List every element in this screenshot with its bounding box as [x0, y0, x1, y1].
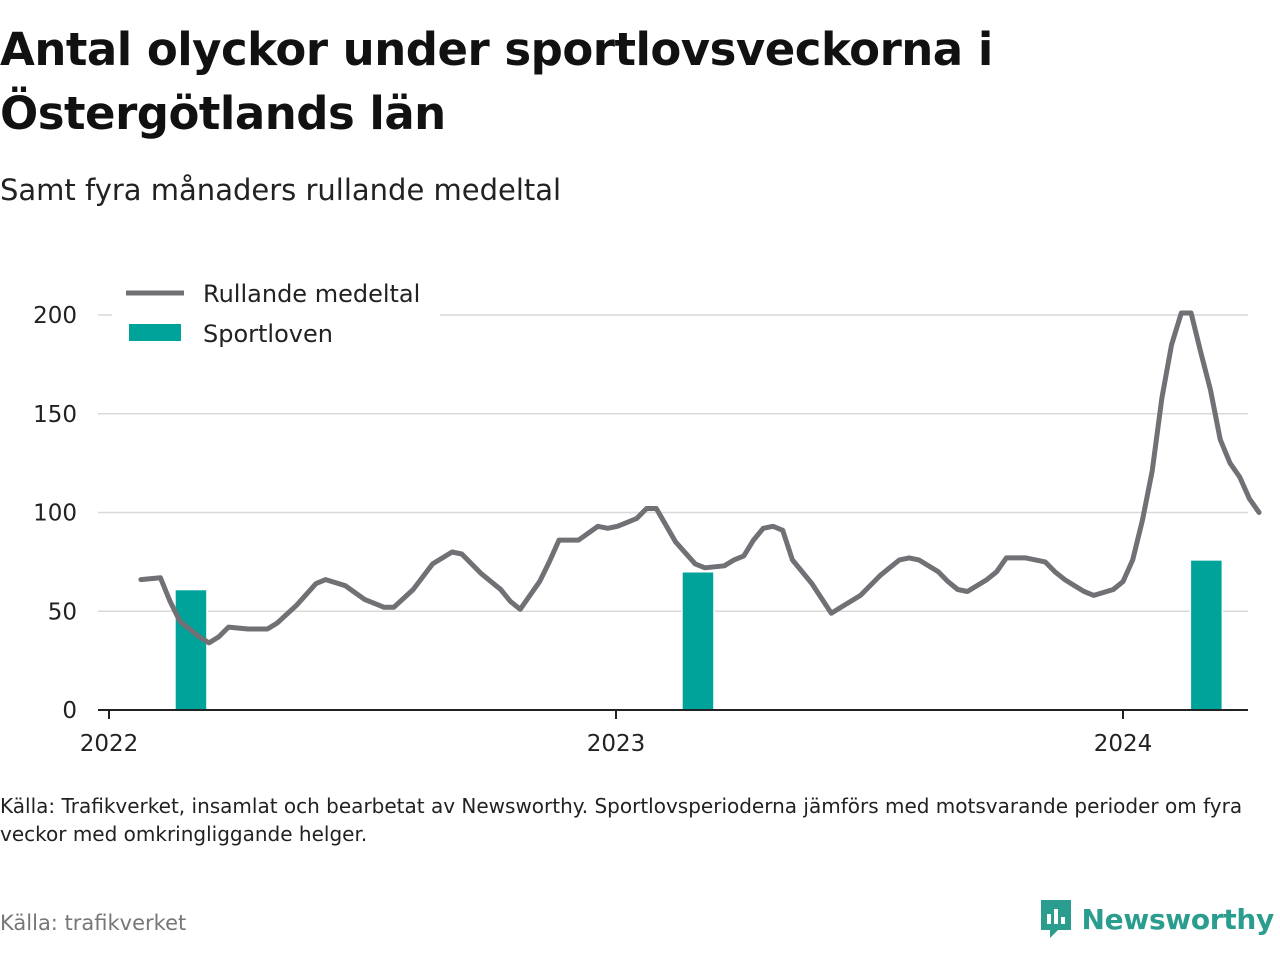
legend-background: [112, 274, 440, 366]
y-tick-label: 100: [33, 501, 77, 527]
brand-name: Newsworthy: [1081, 902, 1275, 936]
x-tick-label: 2022: [80, 731, 139, 757]
chart: 0 50 100 150 200 2022 2023 2024 Rullande medelt…: [33, 274, 1262, 757]
legend-label-rolling-average: Rullande medeltal: [203, 280, 420, 308]
y-tick-label: 50: [48, 599, 77, 625]
y-tick-label: 0: [62, 698, 77, 724]
y-tick-label: 150: [33, 402, 77, 428]
source-note: Källa: Trafikverket, insamlat och bearbe…: [0, 794, 1243, 846]
source-label: Källa: trafikverket: [0, 911, 187, 935]
chart-title: Antal olyckor under sportlovsveckorna i …: [0, 23, 993, 140]
chart-subtitle: Samt fyra månaders rullande medeltal: [0, 173, 562, 207]
x-tick-label: 2023: [587, 731, 646, 757]
bar-sportloven: [1189, 559, 1224, 711]
bar-sportloven: [681, 571, 715, 711]
legend-label-sportloven: Sportloven: [203, 320, 333, 348]
bar-sportloven: [174, 588, 208, 711]
legend: Rullande medeltal Sportloven: [112, 274, 440, 366]
x-tick-label: 2024: [1094, 731, 1153, 757]
legend-bar-swatch: [129, 324, 181, 341]
newsworthy-logo-icon: [1040, 900, 1071, 938]
brand[interactable]: Newsworthy: [1038, 897, 1274, 941]
y-tick-label: 200: [33, 303, 77, 329]
line-rolling-average: [138, 310, 1262, 646]
